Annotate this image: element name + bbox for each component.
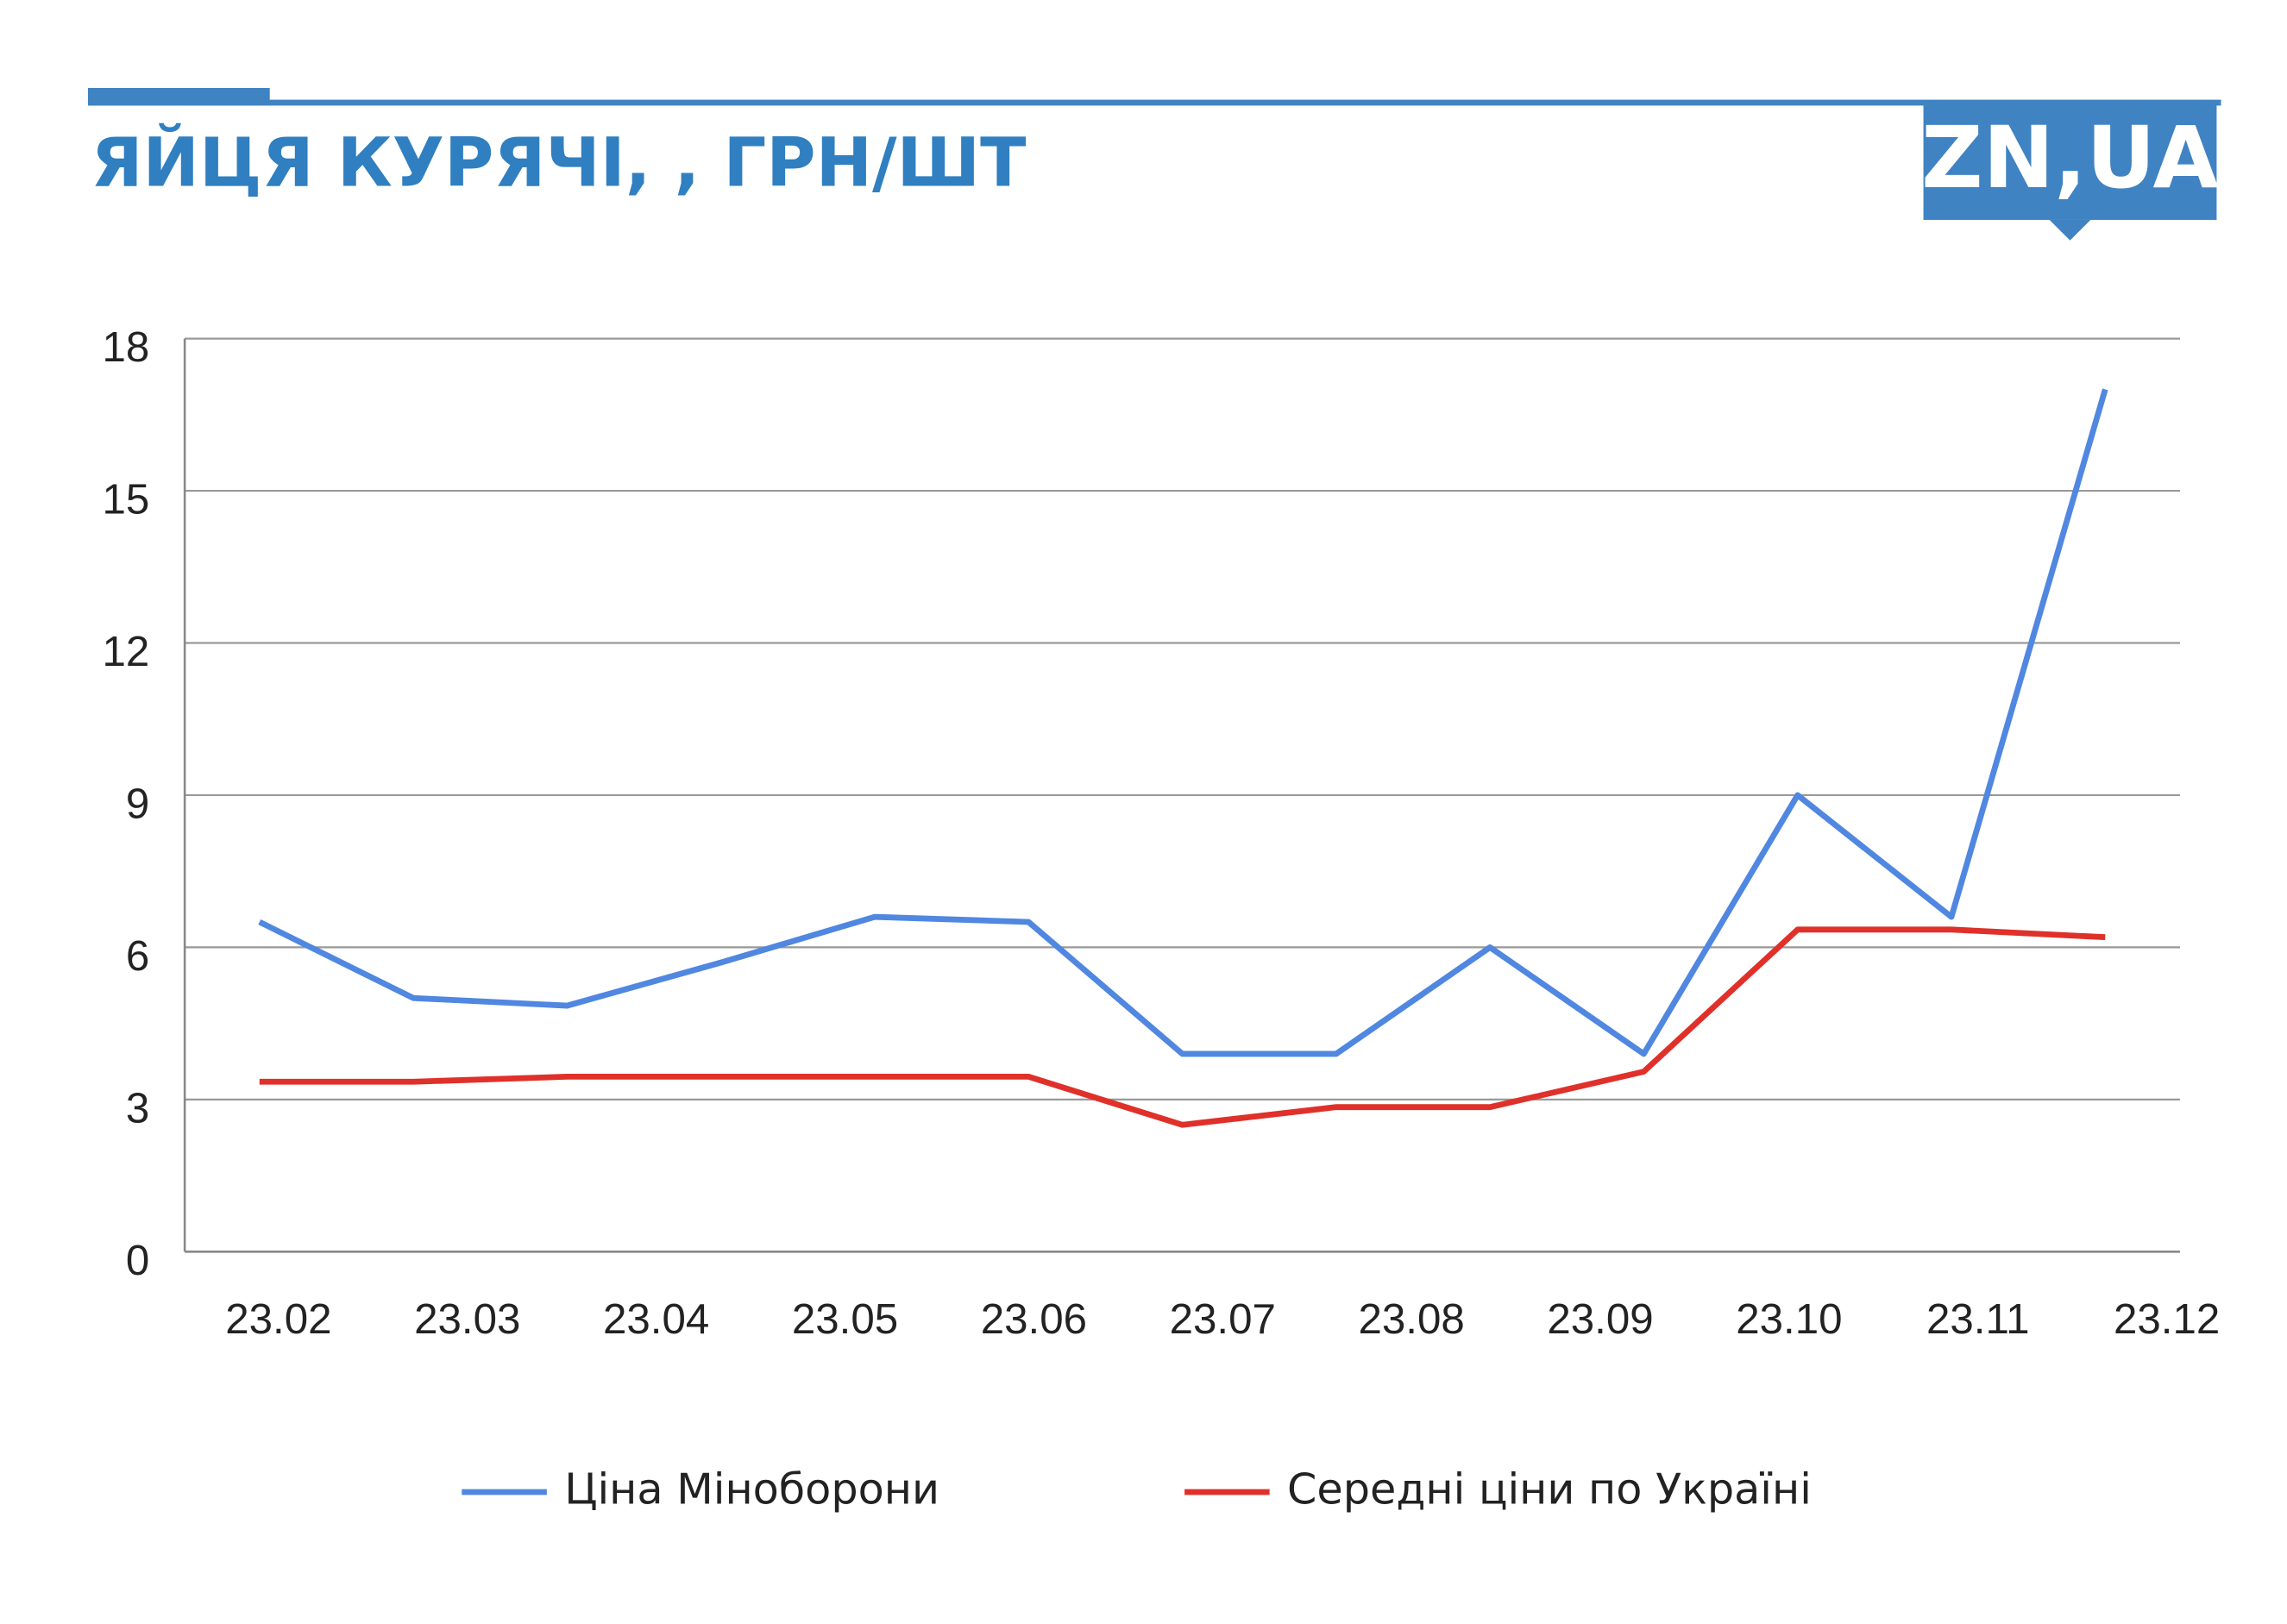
legend-label: Середні ціни по Україні (1287, 1464, 1812, 1514)
x-tick-label: 23.10 (1736, 1295, 1842, 1343)
y-tick-label: 0 (126, 1237, 149, 1284)
x-tick-label: 23.11 (1926, 1295, 2030, 1343)
y-tick-label: 6 (126, 932, 149, 980)
y-tick-label: 9 (126, 781, 149, 828)
logo-text: ZN,UA (1921, 110, 2219, 208)
x-tick-label: 23.06 (981, 1295, 1087, 1343)
x-tick-label: 23.09 (1547, 1295, 1653, 1343)
y-tick-label: 3 (126, 1084, 149, 1132)
legend-label: Ціна Міноборони (564, 1464, 939, 1514)
y-tick-label: 12 (103, 628, 150, 675)
x-tick-label: 23.07 (1170, 1295, 1276, 1343)
y-tick-label: 15 (103, 476, 150, 524)
x-tick-label: 23.02 (225, 1295, 331, 1343)
header-line (87, 99, 2221, 106)
logo-box (1923, 103, 2217, 220)
x-tick-label: 23.04 (603, 1295, 709, 1343)
logo-tail (2049, 219, 2091, 241)
x-tick-label: 23.12 (2114, 1295, 2220, 1343)
x-tick-label: 23.03 (414, 1295, 520, 1343)
series-line (258, 388, 2108, 1057)
y-tick-label: 18 (103, 323, 150, 371)
chart-title: ЯЙЦЯ КУРЯЧІ, , ГРН/ШТ (91, 122, 1026, 202)
series-line (259, 926, 2106, 1128)
x-tick-label: 23.05 (792, 1295, 898, 1343)
logo: ZN,UA (1921, 103, 2219, 241)
x-tick-label: 23.08 (1358, 1295, 1464, 1343)
